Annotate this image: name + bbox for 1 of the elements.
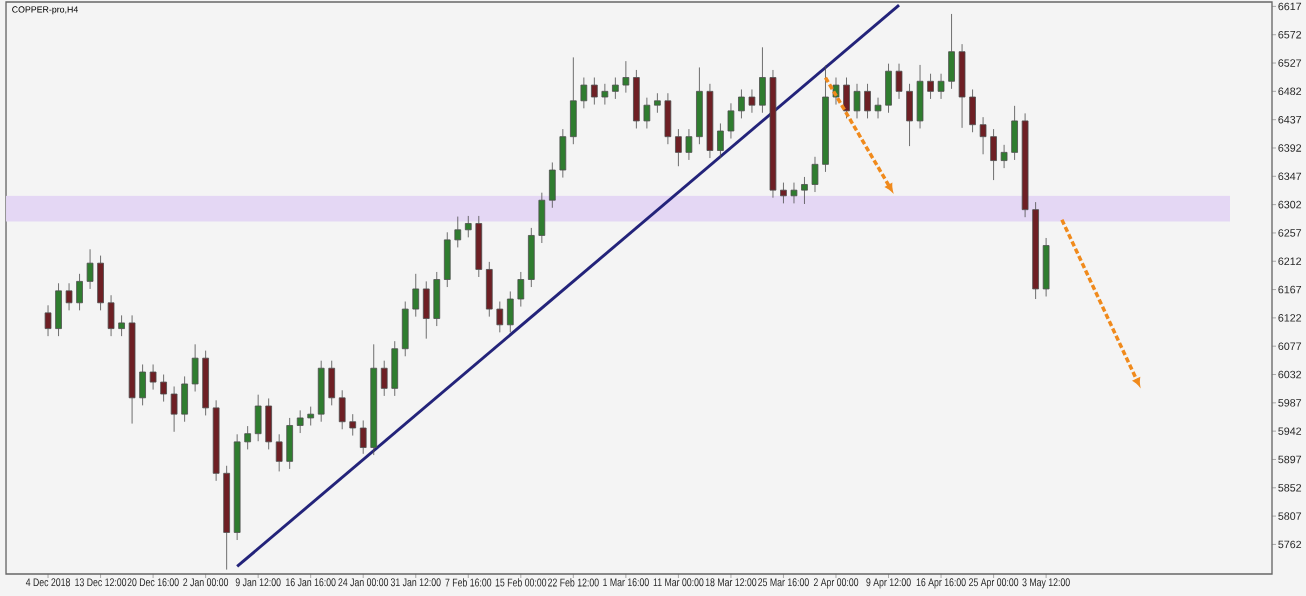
candlestick xyxy=(1042,237,1050,297)
